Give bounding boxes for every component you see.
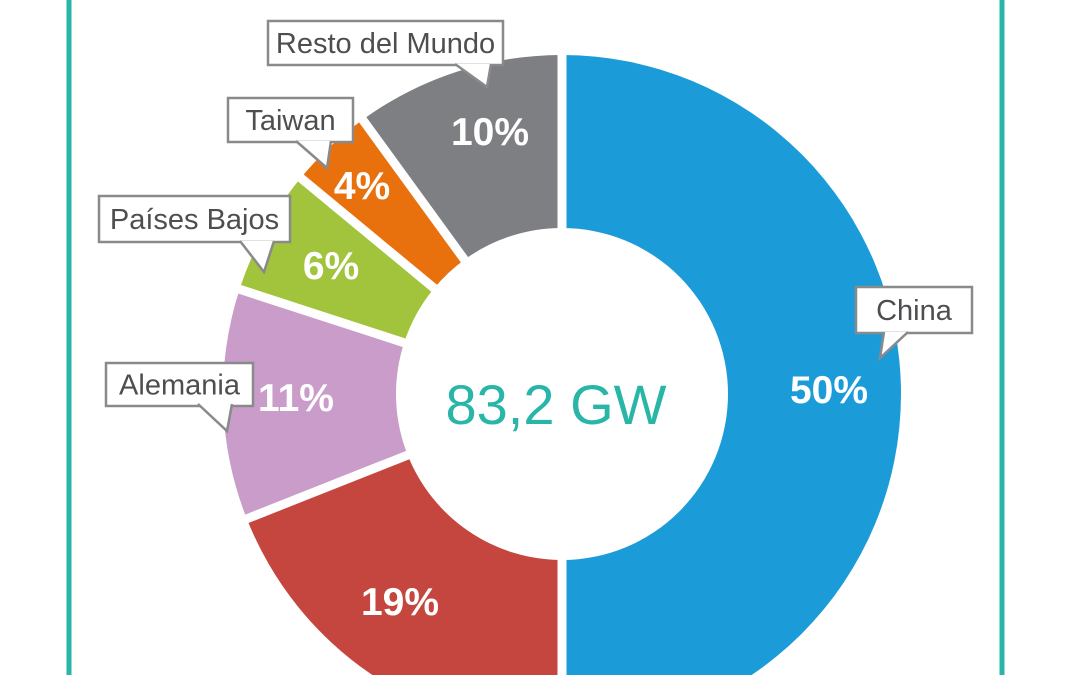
callout-box-resto-del-mundo [266,19,505,67]
percent-label-taiwan: 4% [334,165,390,208]
callout-tail-taiwan [295,140,333,171]
slice-separators [231,48,567,675]
percent-labels: 50% 19% 11% 6% 4% 10% [258,111,868,624]
slice-china [562,55,901,675]
callout-resto-del-mundo: Resto del Mundo [266,19,505,90]
callout-label-taiwan: Taiwan [245,105,335,137]
callout-tail-paises-bajos [239,240,276,275]
slice-separator [354,111,472,268]
callout-paises-bajos: Países Bajos [97,194,292,275]
callout-label-paises-bajos: Países Bajos [110,204,279,236]
callout-box-china [854,285,974,335]
callout-box-alemania [104,361,255,408]
callout-tail-resto-del-mundo [454,62,493,90]
slice-unlabeled-2 [246,455,562,675]
slice-taiwan [300,119,465,289]
country-callouts: China Alemania Países Bajos Taiwan Resto del… [97,19,974,434]
percent-label-unlabeled-2: 19% [361,581,439,624]
slice-alemania [222,289,408,519]
callout-china: China [854,285,974,362]
center-total-label: 83,2 GW [446,373,667,436]
callout-label-china: China [876,295,953,327]
callout-label-alemania: Alemania [119,370,241,402]
slice-separator [231,282,412,349]
callout-tail-alemania [197,403,234,434]
slice-resto-del-mundo [362,54,562,260]
callout-tail-china [878,331,909,362]
percent-label-china: 50% [790,369,868,412]
percent-label-alemania: 11% [258,377,334,420]
donut-slices [222,54,901,675]
callout-box-paises-bajos [97,194,292,244]
percent-label-paises-bajos: 6% [303,245,359,288]
callout-label-resto-del-mundo: Resto del Mundo [276,28,495,60]
slice-separator [292,170,442,296]
callout-alemania: Alemania [104,361,255,434]
callout-taiwan: Taiwan [226,96,355,171]
slice-separator [238,448,415,526]
callout-box-taiwan [226,96,355,144]
percent-label-resto-del-mundo: 10% [451,111,529,154]
